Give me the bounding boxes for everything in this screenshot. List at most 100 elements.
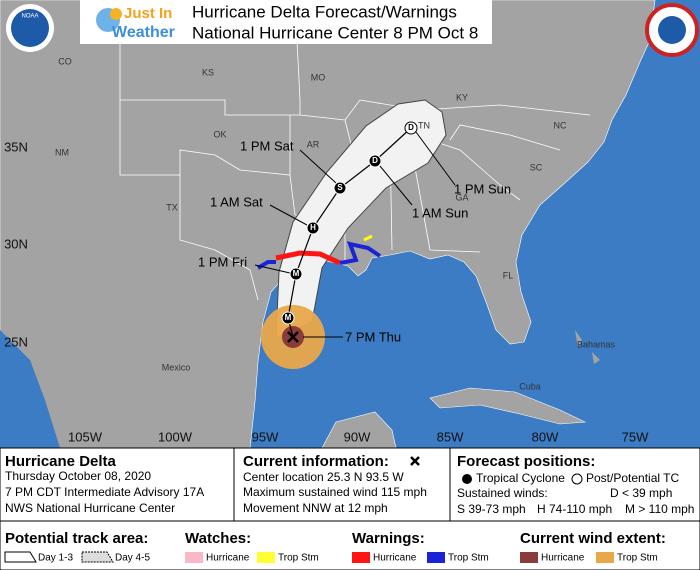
place-label: GA <box>455 192 468 202</box>
storm-name: Hurricane Delta <box>5 453 117 470</box>
lon-label: 80W <box>532 429 559 444</box>
marker-letter: D <box>408 123 414 132</box>
header-title: Hurricane Delta Forecast/Warnings <box>192 2 457 21</box>
header-box <box>80 0 492 44</box>
tc-icon <box>462 474 472 484</box>
current-line: Movement NNW at 12 mph <box>243 501 388 515</box>
place-label: SC <box>530 162 543 172</box>
header-subtitle: National Hurricane Center 8 PM Oct 8 <box>192 23 478 42</box>
current-line: Center location 25.3 N 93.5 W <box>243 470 404 484</box>
extent-swatch <box>520 552 538 563</box>
track-label: 1 PM Sat <box>240 138 294 153</box>
place-label: NC <box>554 120 567 130</box>
office: NWS National Hurricane Center <box>5 501 175 515</box>
forecast-cone <box>275 99 447 339</box>
lat-label: 30N <box>4 236 28 251</box>
track-label: 7 PM Thu <box>345 329 401 344</box>
trop-stm-watch <box>363 234 373 242</box>
current-heading: Current information: <box>243 453 389 470</box>
marker-letter: D <box>372 156 378 165</box>
lat-label: 35N <box>4 139 28 154</box>
wind-class: H 74-110 mph <box>537 502 612 516</box>
info-panel <box>0 447 700 570</box>
marker-letter: M <box>293 269 300 278</box>
leader-lines <box>254 131 456 338</box>
extent-swatch <box>596 552 614 563</box>
track-label: 1 PM Fri <box>198 254 247 269</box>
track-markers <box>281 121 418 325</box>
forecast-heading: Forecast positions: <box>457 453 595 470</box>
legend-text: Hurricane <box>206 553 250 564</box>
place-label: NM <box>55 147 69 157</box>
place-label: KY <box>456 92 468 102</box>
lon-label: 100W <box>158 429 193 444</box>
noaa-logo-inner <box>11 9 49 47</box>
day13-icon <box>4 551 37 563</box>
place-label: KS <box>202 67 214 77</box>
ptc-icon <box>571 473 583 485</box>
winds-heading: Sustained winds: <box>457 486 548 500</box>
legend-text: Tropical Cyclone <box>476 471 565 485</box>
place-label: Mexico <box>162 362 191 372</box>
place-label: TN <box>418 120 430 130</box>
noaa-text: NOAA <box>21 14 38 20</box>
logo-sun <box>110 8 122 20</box>
day45-icon <box>81 551 114 563</box>
legend-heading: Watches: <box>185 530 251 547</box>
marker-letter: M <box>285 313 292 322</box>
legend-heading: Potential track area: <box>5 530 148 547</box>
track-label: 1 AM Sun <box>412 205 468 220</box>
lat-label: 25N <box>4 334 28 349</box>
trop-stm-warning <box>339 241 382 265</box>
legend-text: Post/Potential TC <box>586 471 679 485</box>
cuba <box>429 387 587 425</box>
logo-text: Weather <box>112 24 175 41</box>
bahamas <box>575 330 600 364</box>
place-label: Bahamas <box>577 339 616 349</box>
legend-text: Trop Stm <box>617 553 658 564</box>
current-position <box>287 331 299 343</box>
legend-text: Hurricane <box>373 553 417 564</box>
place-label: FL <box>503 270 514 280</box>
nws-logo-inner <box>658 16 686 44</box>
wind-class: D < 39 mph <box>610 486 672 500</box>
date: Thursday October 08, 2020 <box>5 469 151 483</box>
legend-heading: Current wind extent: <box>520 530 666 547</box>
place-label: Cuba <box>519 381 541 391</box>
wind-class: S 39-73 mph <box>457 502 526 516</box>
lon-label: 75W <box>622 429 649 444</box>
lon-label: 95W <box>252 429 279 444</box>
lon-label: 90W <box>344 429 371 444</box>
marker-letter: H <box>310 223 316 232</box>
legend-text: Hurricane <box>541 553 585 564</box>
place-label: TX <box>166 202 178 212</box>
legend-text: Day 1-3 <box>38 553 73 564</box>
place-label: MO <box>311 72 326 82</box>
legend-text: Day 4-5 <box>115 553 150 564</box>
legend-text: Trop Stm <box>278 553 319 564</box>
lon-label: 105W <box>68 429 103 444</box>
logo-text: Just In <box>124 5 172 22</box>
lon-label: 85W <box>437 429 464 444</box>
warning-swatch <box>352 552 370 563</box>
state-borders <box>119 0 591 301</box>
place-label: CO <box>58 56 72 66</box>
gulf-of-california <box>0 330 60 448</box>
legend-text: Trop Stm <box>448 553 489 564</box>
wind-class: M > 110 mph <box>625 502 694 516</box>
advisory: 7 PM CDT Intermediate Advisory 17A <box>5 485 204 499</box>
track-label: 1 AM Sat <box>210 194 263 209</box>
place-label: OK <box>213 129 226 139</box>
current-line: Maximum sustained wind 115 mph <box>243 485 427 499</box>
place-label: AR <box>307 139 320 149</box>
current-icon <box>410 456 420 466</box>
hurricane-warning <box>275 250 342 266</box>
track-label: 1 PM Sun <box>454 181 511 196</box>
watch-swatch <box>185 552 203 563</box>
watch-swatch <box>257 552 275 563</box>
legend-heading: Warnings: <box>352 530 425 547</box>
marker-letter: S <box>337 183 343 192</box>
warning-swatch <box>427 552 445 563</box>
